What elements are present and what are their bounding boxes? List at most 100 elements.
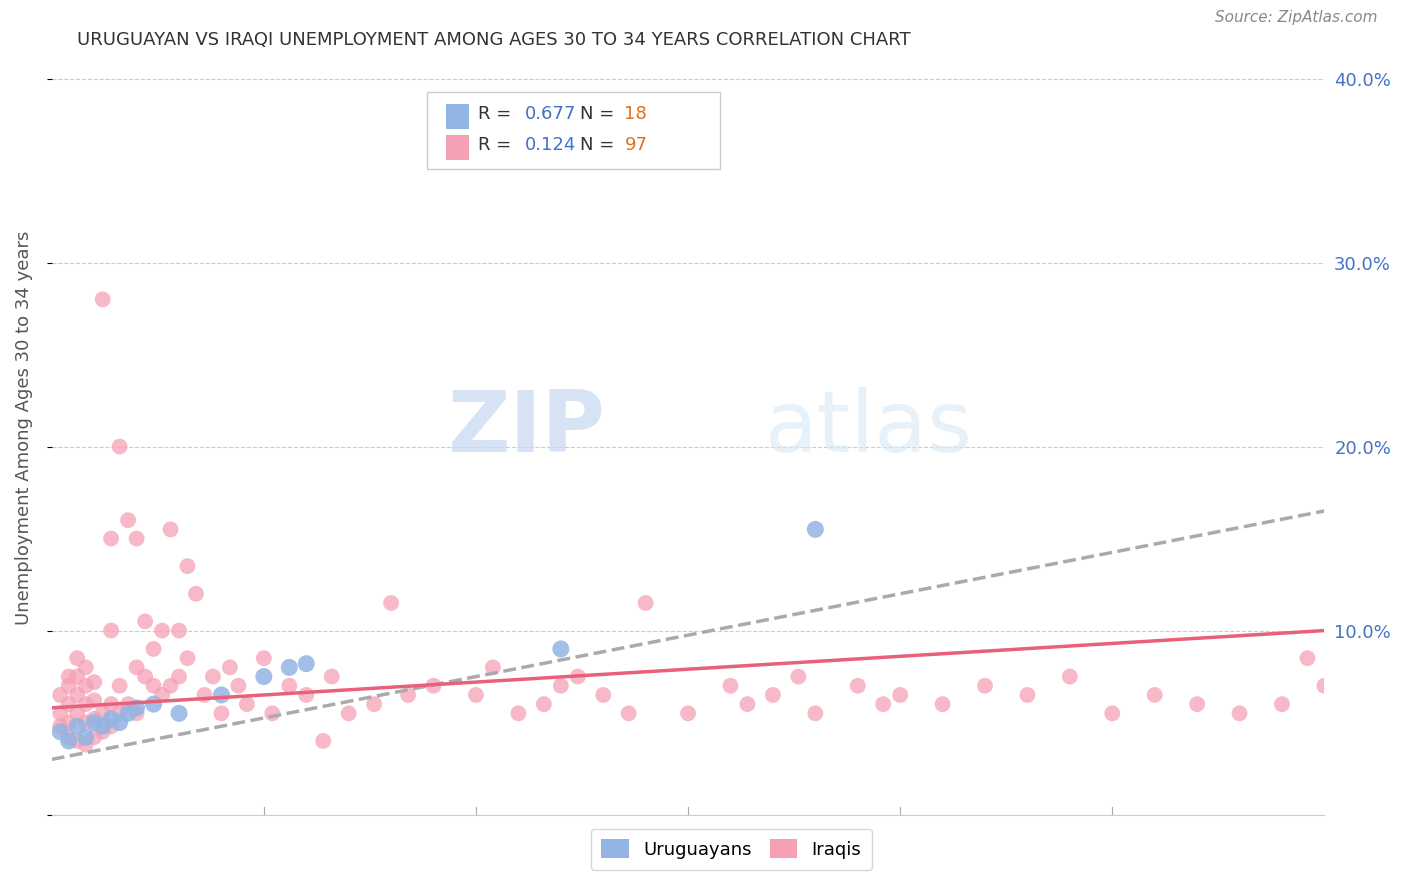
Point [295,688,318,702]
Point [58,734,80,748]
Point [49,688,72,702]
Point [159,522,181,536]
Point [465,688,488,702]
Point [142,642,165,657]
Point [567,669,589,683]
FancyBboxPatch shape [446,136,470,160]
Point [108,679,131,693]
Point [634,596,657,610]
Point [396,688,419,702]
Point [167,706,190,721]
Point [508,706,530,721]
Point [295,657,318,671]
Point [321,669,343,683]
Point [167,624,190,638]
Point [931,697,953,711]
Text: 18: 18 [624,104,647,122]
Point [209,706,232,721]
Point [75,731,97,745]
Point [75,679,97,693]
Point [75,715,97,730]
Point [108,440,131,454]
Point [253,651,276,665]
Point [762,688,785,702]
Point [159,679,181,693]
Point [49,706,72,721]
Point [1143,688,1166,702]
Point [83,693,105,707]
Point [550,642,572,657]
Point [66,688,89,702]
Point [117,513,139,527]
Point [100,719,122,733]
Point [142,697,165,711]
Point [1185,697,1208,711]
Point [125,660,148,674]
Text: URUGUAYAN VS IRAQI UNEMPLOYMENT AMONG AGES 30 TO 34 YEARS CORRELATION CHART: URUGUAYAN VS IRAQI UNEMPLOYMENT AMONG AG… [77,31,911,49]
Point [804,706,827,721]
Point [100,624,122,638]
Point [1059,669,1081,683]
Legend: Uruguayans, Iraqis: Uruguayans, Iraqis [591,829,872,870]
Point [66,719,89,733]
Point [889,688,911,702]
Point [1296,651,1319,665]
Point [236,697,259,711]
Point [176,651,198,665]
Point [872,697,894,711]
Text: N =: N = [579,136,620,153]
Text: 97: 97 [624,136,647,153]
Point [550,679,572,693]
Point [201,669,224,683]
Point [787,669,810,683]
Point [58,679,80,693]
Point [533,697,555,711]
Point [100,532,122,546]
Point [846,679,869,693]
Text: ZIP: ZIP [447,386,606,470]
Point [150,688,173,702]
Point [91,719,114,733]
Point [1101,706,1123,721]
Point [91,724,114,739]
Point [422,679,444,693]
Legend:  [1306,49,1317,60]
Point [312,734,335,748]
Text: Source: ZipAtlas.com: Source: ZipAtlas.com [1215,11,1378,25]
Point [117,706,139,721]
Point [380,596,402,610]
Text: 0.124: 0.124 [526,136,576,153]
Point [75,697,97,711]
Point [167,669,190,683]
Point [337,706,360,721]
Point [134,615,156,629]
Y-axis label: Unemployment Among Ages 30 to 34 years: Unemployment Among Ages 30 to 34 years [15,231,32,625]
Point [58,697,80,711]
Point [100,712,122,726]
Text: atlas: atlas [765,386,973,470]
Point [1229,706,1251,721]
Point [58,731,80,745]
Point [150,624,173,638]
Point [66,706,89,721]
Point [482,660,505,674]
Point [58,669,80,683]
Point [83,715,105,730]
Point [91,293,114,307]
Point [125,701,148,715]
Point [278,679,301,693]
Point [1271,697,1294,711]
Point [592,688,614,702]
Point [134,669,156,683]
Point [262,706,284,721]
Point [100,697,122,711]
Point [676,706,699,721]
Point [720,679,742,693]
Point [1313,679,1336,693]
Point [1017,688,1039,702]
Point [108,706,131,721]
Point [193,688,215,702]
FancyBboxPatch shape [427,92,720,169]
FancyBboxPatch shape [446,104,470,129]
Point [91,706,114,721]
